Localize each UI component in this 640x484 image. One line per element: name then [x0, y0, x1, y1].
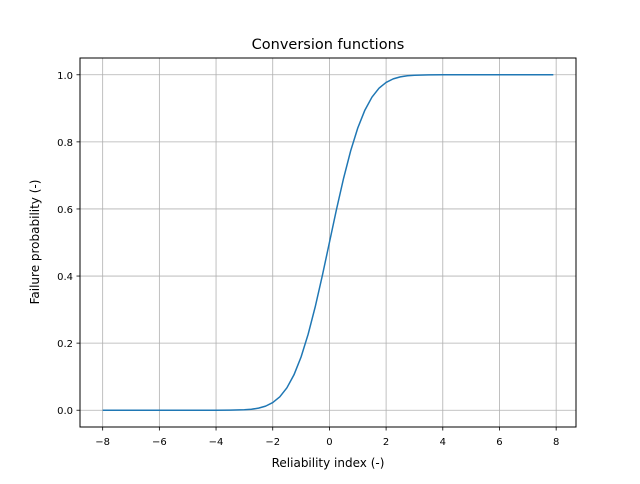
x-tick-label: 0: [326, 437, 332, 448]
y-axis-label: Failure probability (-): [28, 180, 42, 305]
ticks: −8 −6 −4 −2 0 2 4 6 8 0.0 0.2 0.4 0.6 0.8 1.0: [57, 71, 559, 448]
y-tick-label: 0.0: [57, 406, 73, 417]
x-tick-label: −6: [152, 437, 167, 448]
x-tick-label: 2: [383, 437, 389, 448]
chart-title: Conversion functions: [252, 37, 405, 53]
x-tick-label: −8: [95, 437, 110, 448]
x-tick-label: −4: [209, 437, 224, 448]
y-tick-label: 0.6: [57, 205, 73, 216]
y-tick-label: 1.0: [57, 71, 73, 82]
y-tick-label: 0.2: [57, 339, 73, 350]
series-lines: [102, 74, 554, 411]
series-line: [102, 74, 554, 411]
axes-frame: [79, 57, 577, 428]
x-axis-label: Reliability index (-): [272, 456, 385, 470]
x-tick-label: 8: [553, 437, 559, 448]
x-tick-label: −2: [265, 437, 280, 448]
y-tick-label: 0.8: [57, 138, 73, 149]
y-tick-label: 0.4: [57, 272, 73, 283]
x-tick-label: 4: [440, 437, 446, 448]
x-tick-label: 6: [496, 437, 502, 448]
